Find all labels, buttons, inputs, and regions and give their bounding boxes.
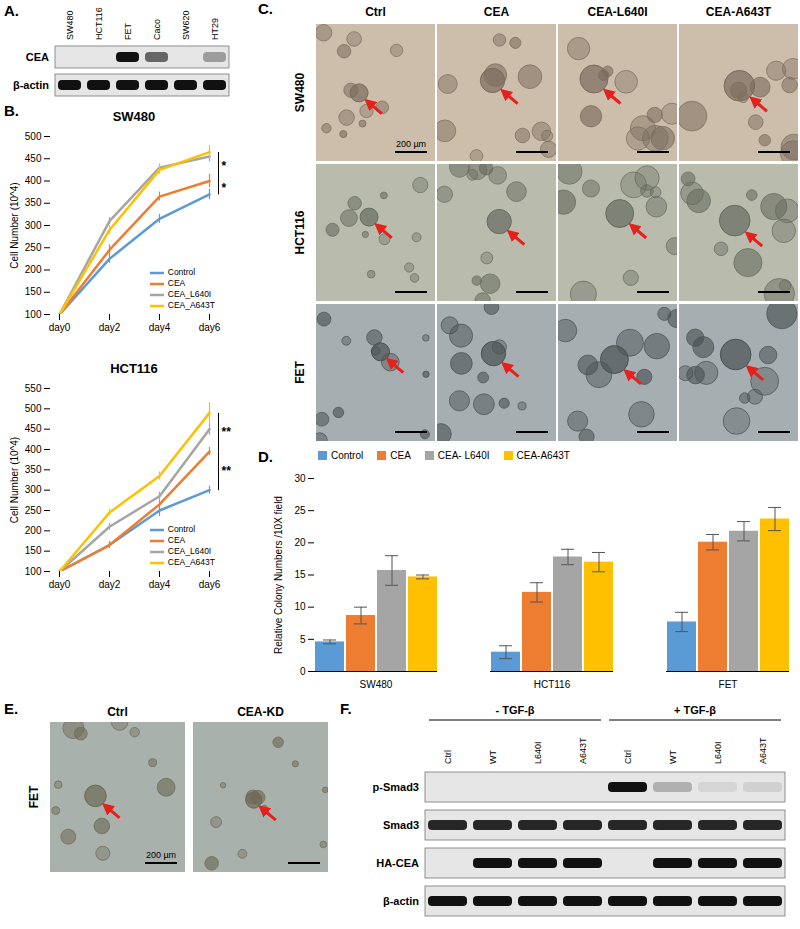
svg-text:200: 200 xyxy=(25,525,42,536)
svg-text:HT29: HT29 xyxy=(210,18,220,40)
svg-text:Cell Number (10^4): Cell Number (10^4) xyxy=(9,437,20,523)
svg-text:10: 10 xyxy=(294,601,306,612)
svg-text:450: 450 xyxy=(25,423,42,434)
svg-text:**: ** xyxy=(222,425,232,439)
svg-text:SW480: SW480 xyxy=(65,10,75,40)
svg-text:Caco: Caco xyxy=(152,19,162,40)
svg-text:day0: day0 xyxy=(49,579,71,590)
svg-text:400: 400 xyxy=(25,175,42,186)
svg-text:Ctrl: Ctrl xyxy=(443,750,453,764)
svg-text:30: 30 xyxy=(294,473,306,484)
html-text:CEA_A643T: CEA_A643T xyxy=(167,300,215,310)
svg-text:350: 350 xyxy=(25,197,42,208)
svg-text:200 µm: 200 µm xyxy=(146,850,176,860)
svg-text:300: 300 xyxy=(25,484,42,495)
svg-text:500: 500 xyxy=(25,403,42,414)
html-text:CEA_L640I: CEA_L640I xyxy=(167,546,212,556)
svg-text:HA-CEA: HA-CEA xyxy=(376,857,419,869)
html-text:CEA: CEA xyxy=(167,535,186,545)
svg-text:day4: day4 xyxy=(149,322,171,333)
svg-text:25: 25 xyxy=(294,505,306,516)
html-text:CEA-A643T: CEA-A643T xyxy=(516,450,570,461)
svg-text:FET: FET xyxy=(123,22,133,40)
svg-text:Smad3: Smad3 xyxy=(383,819,419,831)
svg-text:Cell Number (10^4): Cell Number (10^4) xyxy=(9,182,20,268)
svg-text:day6: day6 xyxy=(199,579,221,590)
svg-text:CEA-A643T: CEA-A643T xyxy=(706,5,772,19)
svg-text:day6: day6 xyxy=(199,322,221,333)
svg-text:A643T: A643T xyxy=(758,737,768,764)
svg-text:20: 20 xyxy=(294,537,306,548)
svg-text:day4: day4 xyxy=(149,579,171,590)
svg-text:150: 150 xyxy=(25,286,42,297)
svg-text:WT: WT xyxy=(668,750,678,764)
html-text:E.: E. xyxy=(4,700,19,717)
html-text:Control: Control xyxy=(167,267,196,277)
html-text:HCT116: HCT116 xyxy=(110,361,158,376)
svg-text:L640I: L640I xyxy=(533,741,543,764)
svg-text:100: 100 xyxy=(25,309,42,320)
svg-text:500: 500 xyxy=(25,131,42,142)
html-text:CEA: CEA xyxy=(390,450,411,461)
svg-text:250: 250 xyxy=(25,242,42,253)
html-text:Control: Control xyxy=(167,524,196,534)
svg-text:L640I: L640I xyxy=(713,741,723,764)
svg-text:5: 5 xyxy=(300,634,306,645)
svg-text:Ctrl: Ctrl xyxy=(365,5,386,19)
html-text:C.: C. xyxy=(258,0,273,17)
svg-text:HCT116: HCT116 xyxy=(293,210,307,254)
svg-text:HCT116: HCT116 xyxy=(534,679,571,690)
svg-text:FET: FET xyxy=(27,785,41,808)
html-text:SW480: SW480 xyxy=(112,109,156,124)
svg-text:*: * xyxy=(222,181,227,195)
html-text:A.: A. xyxy=(4,2,19,19)
svg-text:FET: FET xyxy=(719,679,738,690)
svg-text:CEA: CEA xyxy=(484,5,510,19)
svg-text:CEA-KD: CEA-KD xyxy=(237,705,284,719)
svg-text:SW480: SW480 xyxy=(293,73,307,113)
svg-text:CEA: CEA xyxy=(26,51,49,63)
svg-text:350: 350 xyxy=(25,464,42,475)
html-text:CEA_A643T: CEA_A643T xyxy=(167,557,215,567)
svg-text:FET: FET xyxy=(293,361,307,384)
svg-text:400: 400 xyxy=(25,444,42,455)
svg-text:Ctrl: Ctrl xyxy=(107,705,128,719)
svg-text:SW480: SW480 xyxy=(360,679,393,690)
svg-text:15: 15 xyxy=(294,569,306,580)
html-text:CEA: CEA xyxy=(167,278,186,288)
svg-text:CEA-L640I: CEA-L640I xyxy=(587,5,647,19)
svg-text:100: 100 xyxy=(25,566,42,577)
svg-text:A643T: A643T xyxy=(578,737,588,764)
svg-text:p-Smad3: p-Smad3 xyxy=(373,781,419,793)
svg-text:WT: WT xyxy=(488,750,498,764)
svg-text:0: 0 xyxy=(300,666,306,677)
svg-text:β-actin: β-actin xyxy=(13,79,49,91)
svg-text:250: 250 xyxy=(25,505,42,516)
svg-text:SW620: SW620 xyxy=(181,10,191,40)
svg-text:*: * xyxy=(222,159,227,173)
svg-text:HCT116: HCT116 xyxy=(94,7,104,40)
svg-text:200 µm: 200 µm xyxy=(396,139,426,149)
svg-text:day2: day2 xyxy=(99,322,121,333)
html-text:D.: D. xyxy=(258,448,273,465)
svg-text:**: ** xyxy=(222,464,232,478)
svg-text:300: 300 xyxy=(25,220,42,231)
html-text:CEA- L640I: CEA- L640I xyxy=(437,450,490,461)
svg-text:- TGF-β: - TGF-β xyxy=(495,704,534,716)
html-text:Control: Control xyxy=(331,450,364,461)
svg-text:Relative Colony Numbers /10X f: Relative Colony Numbers /10X field xyxy=(273,496,284,654)
svg-text:450: 450 xyxy=(25,153,42,164)
svg-text:550: 550 xyxy=(25,383,42,394)
svg-text:+ TGF-β: + TGF-β xyxy=(674,704,716,716)
html-text:CEA_L640I: CEA_L640I xyxy=(167,289,212,299)
svg-text:β-actin: β-actin xyxy=(383,895,419,907)
html-text:B.: B. xyxy=(4,102,19,119)
svg-text:Ctrl: Ctrl xyxy=(623,750,633,764)
svg-text:day2: day2 xyxy=(99,579,121,590)
svg-text:200: 200 xyxy=(25,264,42,275)
svg-text:day0: day0 xyxy=(49,322,71,333)
svg-text:150: 150 xyxy=(25,545,42,556)
html-text:F.: F. xyxy=(340,700,352,717)
